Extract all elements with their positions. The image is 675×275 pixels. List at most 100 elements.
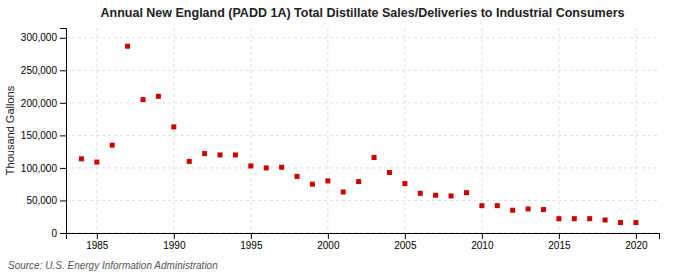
tick: 2010 (471, 233, 494, 251)
point (341, 190, 346, 195)
tick-mark (482, 233, 483, 239)
point (79, 156, 84, 161)
grid-line (173, 28, 174, 233)
tick-label: 2020 (625, 240, 648, 251)
point (171, 124, 176, 129)
chart: 1985 1990 1995 2000 2005 2010 2015 2020 0 50,000 1… (0, 0, 675, 275)
grid-line (404, 28, 405, 233)
point (572, 216, 577, 221)
tick-label: 2010 (471, 240, 494, 251)
point (110, 143, 115, 148)
point (418, 191, 423, 196)
y-axis: 0 50,000 100,000 150,000 200,000 250,000 300,0… (21, 29, 67, 239)
tick-label: 1995 (240, 240, 263, 251)
tick: 0 (51, 228, 66, 239)
tick-label: 150,000 (21, 130, 58, 141)
point (310, 182, 315, 187)
grid-line (558, 28, 559, 233)
point (156, 94, 161, 99)
point (633, 220, 638, 225)
point (233, 152, 238, 157)
point (279, 165, 284, 170)
tick-mark (251, 233, 252, 239)
point (125, 44, 130, 49)
tick-label: 2015 (548, 240, 571, 251)
point (387, 170, 392, 175)
grid-line (66, 135, 659, 136)
title: Annual New England (PADD 1A) Total Disti… (101, 6, 625, 20)
point (372, 155, 377, 160)
point (495, 203, 500, 208)
grid-line (66, 200, 659, 201)
point (449, 193, 454, 198)
point (295, 174, 300, 179)
point (541, 207, 546, 212)
point (264, 165, 269, 170)
tick-mark (174, 233, 175, 239)
point (618, 220, 623, 225)
point (510, 208, 515, 213)
tick-mark (636, 233, 637, 239)
tick-mark (60, 38, 66, 39)
point (479, 203, 484, 208)
tick-label: 1985 (86, 240, 109, 251)
plot-area: 1985 1990 1995 2000 2005 2010 2015 2020 0 50,000 1… (21, 28, 660, 251)
point (141, 97, 146, 102)
point (248, 163, 253, 168)
tick: 1995 (240, 233, 263, 251)
tick-mark (97, 233, 98, 239)
tick: 2020 (625, 233, 648, 251)
tick: 250,000 (21, 65, 66, 76)
point (433, 193, 438, 198)
tick-mark (60, 200, 66, 201)
grid-line (635, 28, 636, 233)
tick: 100,000 (21, 163, 66, 174)
grid-line (481, 28, 482, 233)
tick-label: 50,000 (26, 195, 57, 206)
point (587, 216, 592, 221)
point (94, 160, 99, 165)
tick-mark (60, 135, 66, 136)
point (526, 206, 531, 211)
grid-line (66, 167, 659, 168)
tick: 2000 (317, 233, 340, 251)
x-axis: 1985 1990 1995 2000 2005 2010 2015 2020 (67, 233, 660, 251)
axis-line (67, 234, 660, 240)
tick: 1985 (86, 233, 109, 251)
tick: 2005 (394, 233, 417, 251)
grid-line (66, 70, 659, 71)
tick-label: 0 (51, 228, 57, 239)
grid-line (66, 102, 659, 103)
tick-label: 300,000 (21, 32, 58, 43)
point (464, 190, 469, 195)
tick: 50,000 (26, 195, 66, 206)
tick-mark (559, 233, 560, 239)
tick: 150,000 (21, 130, 66, 141)
grid-line (250, 28, 251, 233)
grid-line (66, 37, 659, 38)
tick-mark (60, 103, 66, 104)
tick-label: 250,000 (21, 65, 58, 76)
tick-label: 2000 (317, 240, 340, 251)
point (187, 159, 192, 164)
grid-line (96, 28, 97, 233)
point (402, 181, 407, 186)
tick-label: 1990 (163, 240, 186, 251)
point (556, 216, 561, 221)
point (202, 151, 207, 156)
axis-line (60, 29, 67, 234)
tick-mark (328, 233, 329, 239)
tick-label: 100,000 (21, 163, 58, 174)
source-note: Source: U.S. Energy Information Administ… (8, 260, 218, 271)
point (218, 152, 223, 157)
tick-mark (405, 233, 406, 239)
tick-mark (60, 233, 66, 234)
points (79, 44, 638, 225)
grid-line (327, 28, 328, 233)
tick-mark (60, 168, 66, 169)
point (603, 217, 608, 222)
tick: 200,000 (21, 98, 66, 109)
tick: 1990 (163, 233, 186, 251)
tick: 2015 (548, 233, 571, 251)
point (356, 179, 361, 184)
